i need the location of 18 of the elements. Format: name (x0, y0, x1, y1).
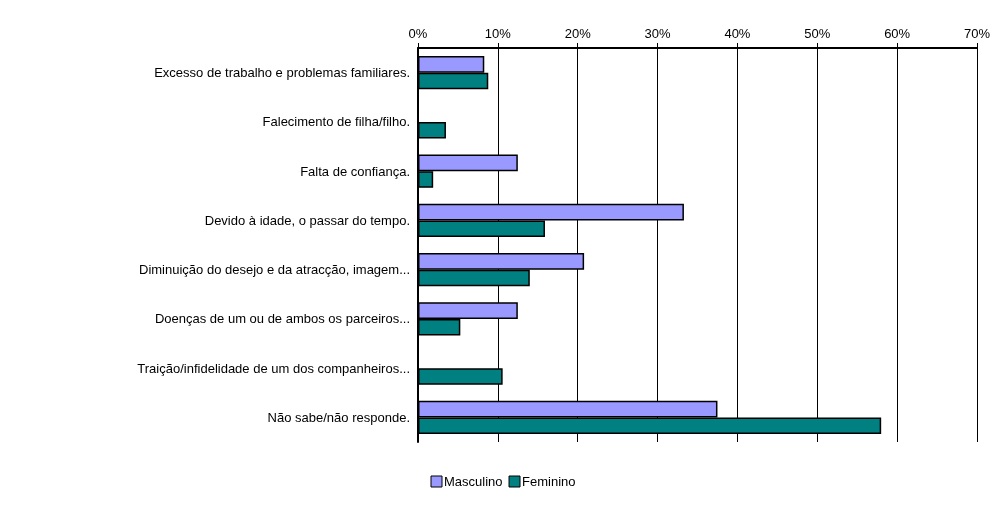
x-tick-label: 20% (564, 26, 592, 41)
legend-label: Masculino (444, 474, 503, 489)
y-tick-label: Falta de confiança. (300, 163, 410, 179)
x-tick-label: 30% (644, 26, 672, 41)
y-tick-label: Excesso de trabalho e problemas familiares. (154, 65, 410, 81)
y-tick-label: Não sabe/não responde. (267, 409, 410, 425)
y-tick-label: Diminuição do desejo e da atracção, imagem... (139, 262, 410, 278)
y-tick-label: Doenças de um ou de ambos os parceiros... (154, 311, 410, 327)
x-tick-label: 0% (408, 26, 428, 41)
x-tick-label: 40% (724, 26, 751, 41)
y-tick-label: Traição/infidelidade de um dos companheiros... (137, 360, 410, 376)
x-tick-label: 70% (963, 26, 991, 41)
x-tick-label: 50% (804, 26, 831, 41)
x-tick-label: 10% (484, 26, 512, 41)
legend-label: Feminino (522, 474, 576, 489)
x-tick-label: 60% (884, 26, 911, 41)
y-tick-label: Devido à idade, o passar do tempo. (204, 212, 410, 228)
y-tick-label: Falecimento de filha/filho. (262, 114, 410, 130)
